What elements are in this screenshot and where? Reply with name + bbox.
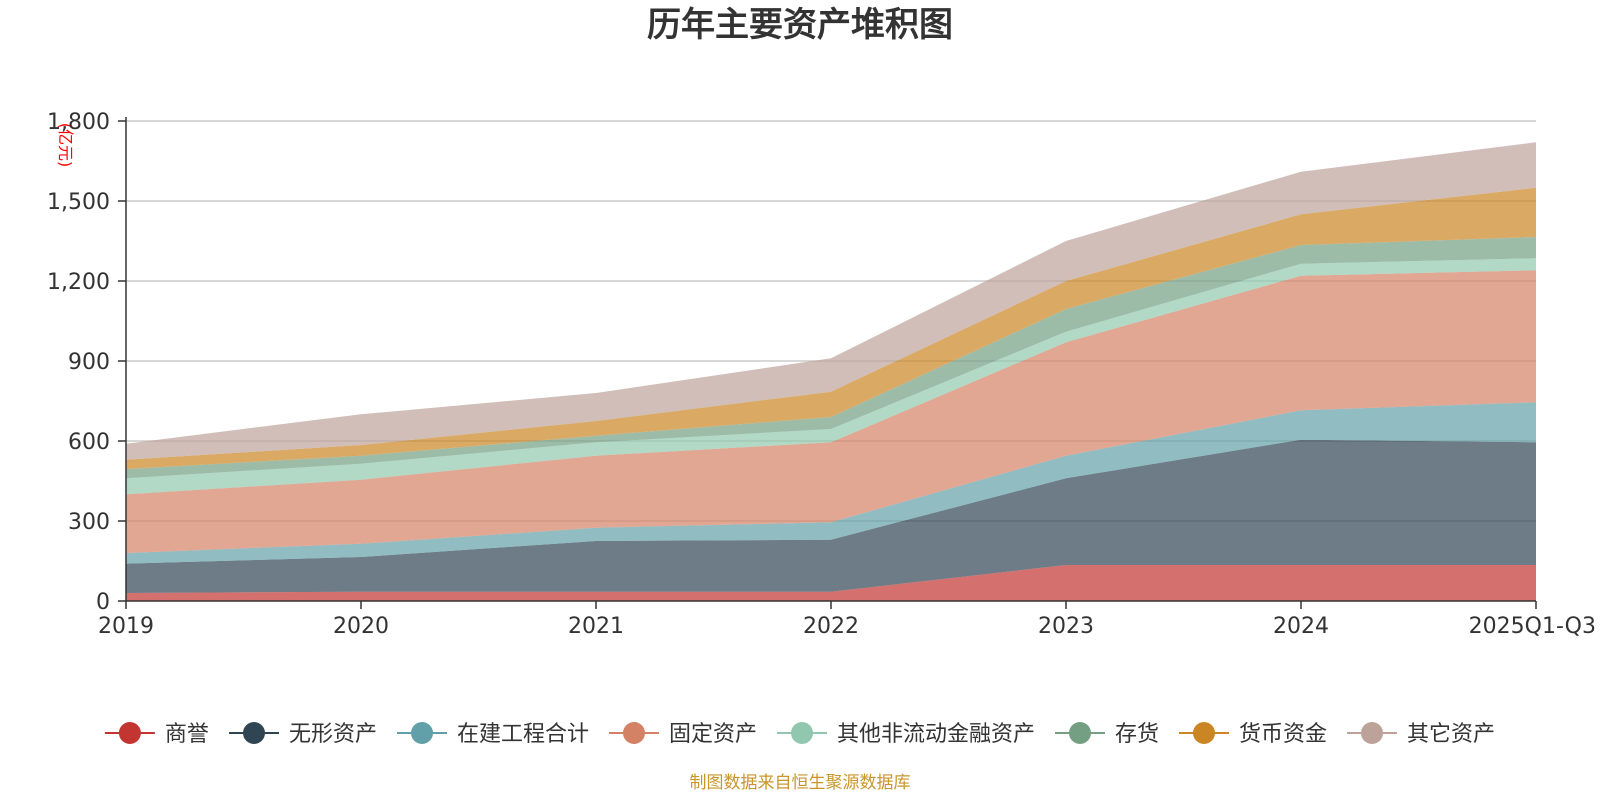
legend-item: 无形资产 [229, 722, 377, 747]
legend-marker [243, 722, 265, 744]
legend-item: 商誉 [104, 722, 209, 747]
y-tick-label: 300 [68, 510, 110, 535]
y-tick-label: 600 [68, 430, 110, 455]
legend-item: 固定资产 [609, 722, 757, 747]
x-tick-label: 2021 [568, 614, 624, 639]
legend-item: 其它资产 [1347, 722, 1495, 747]
legend-marker [411, 722, 433, 744]
source-note: 制图数据来自恒生聚源数据库 [690, 773, 911, 793]
x-tick-label: 2024 [1273, 614, 1329, 639]
area-series [126, 187, 1536, 469]
legend-item: 其他非流动金融资产 [777, 722, 1035, 747]
legend-marker [1193, 722, 1215, 744]
legend-label: 货币资金 [1239, 722, 1327, 747]
x-tick-label: 2020 [333, 614, 389, 639]
area-series [126, 270, 1536, 553]
y-tick-label: 1,800 [47, 110, 110, 135]
x-tick-label: 2019 [98, 614, 154, 639]
legend-label: 其它资产 [1407, 722, 1495, 747]
y-tick-label: 0 [96, 590, 110, 615]
area-series [126, 565, 1536, 601]
chart-title: 历年主要资产堆积图 [647, 5, 953, 45]
legend: 商誉 无形资产 在建工程合计 固定资产 其他非流动金融资产 存货 货币资金 其它资产 [104, 722, 1495, 747]
legend-marker [623, 722, 645, 744]
legend-item: 存货 [1055, 722, 1159, 747]
legend-label: 固定资产 [669, 722, 757, 747]
y-tick-label: 900 [68, 350, 110, 375]
y-tick-label: 1,500 [47, 190, 110, 215]
legend-label: 在建工程合计 [457, 722, 589, 747]
area-series [126, 439, 1536, 593]
legend-marker [1361, 722, 1383, 744]
legend-label: 其他非流动金融资产 [837, 722, 1035, 747]
area-series-group [126, 142, 1536, 601]
legend-marker [791, 722, 813, 744]
y-axis-unit-label: (亿元) [56, 123, 75, 168]
x-tick-label: 2025Q1-Q3 [1469, 614, 1596, 639]
legend-label: 商誉 [165, 722, 209, 747]
area-series [126, 237, 1536, 479]
legend-item: 在建工程合计 [397, 722, 589, 747]
area-series [126, 142, 1536, 460]
legend-item: 货币资金 [1179, 722, 1327, 747]
x-tick-label: 2022 [803, 614, 859, 639]
axes: 0 300 600 900 1,200 1,500 1,800 2019 2020 2021 202… [47, 110, 1596, 639]
legend-marker [118, 722, 141, 744]
y-tick-label: 1,200 [47, 270, 110, 295]
legend-label: 存货 [1115, 722, 1159, 747]
x-tick-label: 2023 [1038, 614, 1094, 639]
legend-label: 无形资产 [289, 722, 377, 747]
legend-marker [1069, 722, 1091, 744]
area-series [126, 258, 1536, 495]
area-series [126, 402, 1536, 564]
